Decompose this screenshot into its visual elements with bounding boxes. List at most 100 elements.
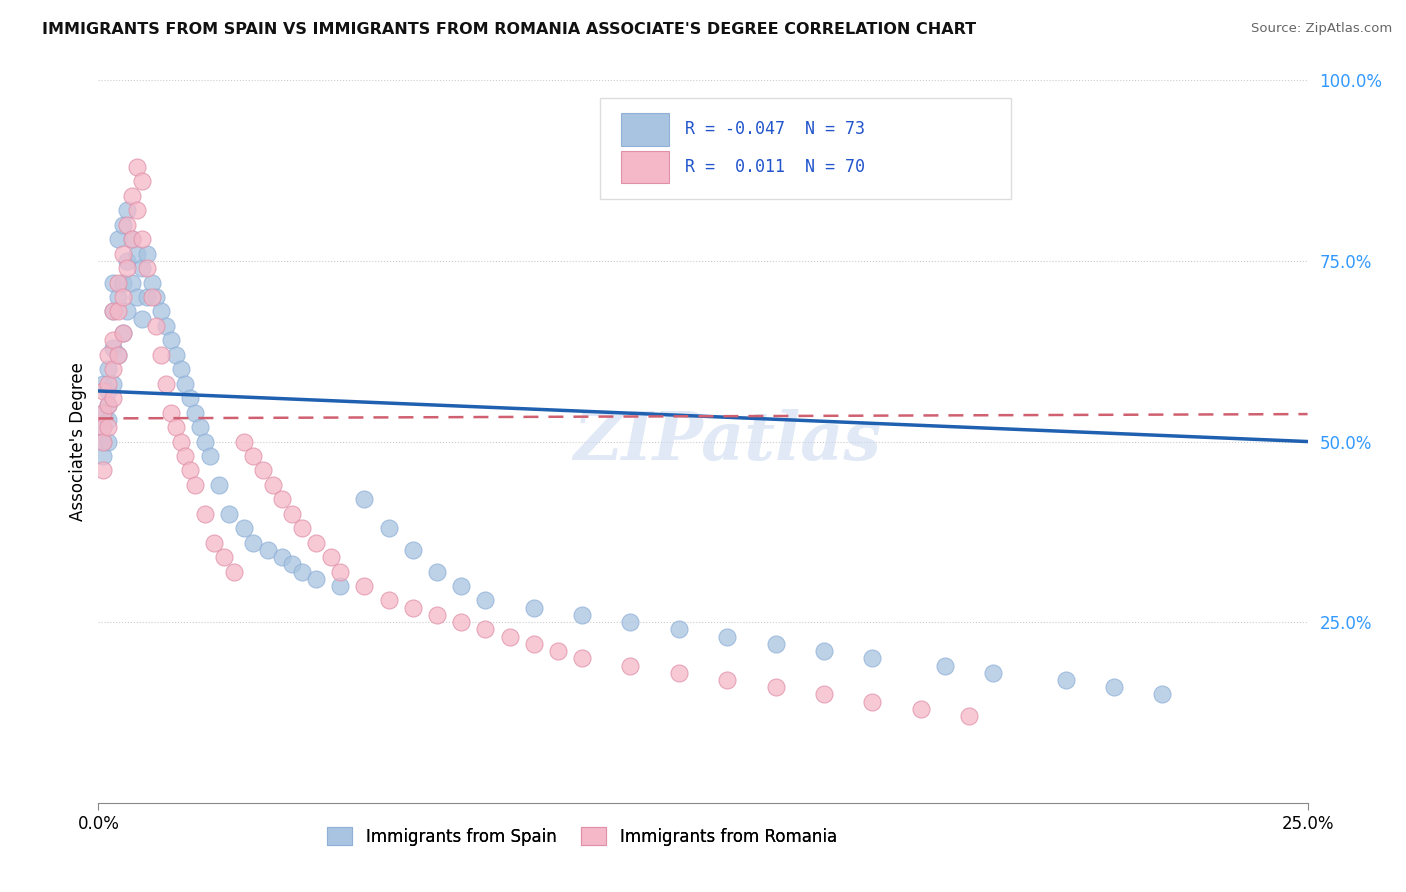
Point <box>765 680 787 694</box>
Point <box>101 341 124 355</box>
Point <box>169 362 191 376</box>
Point <box>101 304 124 318</box>
Point <box>107 304 129 318</box>
Point <box>155 318 177 333</box>
Point <box>155 376 177 391</box>
Point <box>402 600 425 615</box>
Point <box>131 232 153 246</box>
Point <box>668 665 690 680</box>
Point <box>97 362 120 376</box>
Point <box>91 449 114 463</box>
Point <box>450 615 472 630</box>
Point <box>97 376 120 391</box>
Point <box>910 702 932 716</box>
Point <box>91 420 114 434</box>
Point <box>135 246 157 260</box>
Point <box>198 449 221 463</box>
Point <box>212 550 235 565</box>
Point <box>160 334 183 348</box>
Text: IMMIGRANTS FROM SPAIN VS IMMIGRANTS FROM ROMANIA ASSOCIATE'S DEGREE CORRELATION : IMMIGRANTS FROM SPAIN VS IMMIGRANTS FROM… <box>42 22 976 37</box>
FancyBboxPatch shape <box>621 151 669 183</box>
Point <box>111 290 134 304</box>
Point <box>1054 673 1077 687</box>
Point <box>934 658 956 673</box>
Point <box>668 623 690 637</box>
Point <box>150 304 173 318</box>
Point <box>141 276 163 290</box>
Point <box>127 160 149 174</box>
Point <box>305 572 328 586</box>
Point <box>450 579 472 593</box>
FancyBboxPatch shape <box>600 98 1011 200</box>
Point <box>716 630 738 644</box>
Point <box>218 507 240 521</box>
Point <box>111 326 134 340</box>
Point <box>107 348 129 362</box>
Point <box>97 398 120 412</box>
Point <box>765 637 787 651</box>
Point <box>619 615 641 630</box>
Point <box>111 218 134 232</box>
Point <box>135 261 157 276</box>
Point <box>97 398 120 412</box>
Point <box>97 384 120 398</box>
Point <box>97 413 120 427</box>
Point <box>619 658 641 673</box>
Point <box>402 542 425 557</box>
Point <box>256 542 278 557</box>
Point <box>101 276 124 290</box>
Point <box>222 565 245 579</box>
Point <box>97 420 120 434</box>
Point <box>174 376 197 391</box>
Point <box>117 253 139 268</box>
Point <box>716 673 738 687</box>
Point <box>117 304 139 318</box>
Point <box>262 478 284 492</box>
Point <box>184 478 207 492</box>
Point <box>91 406 114 420</box>
Point <box>91 434 114 449</box>
Point <box>426 565 449 579</box>
Point <box>194 507 217 521</box>
Point <box>329 565 352 579</box>
Point <box>107 232 129 246</box>
Point <box>281 507 304 521</box>
Point <box>97 434 120 449</box>
Point <box>145 318 167 333</box>
Point <box>498 630 520 644</box>
Point <box>101 362 124 376</box>
Point <box>232 434 254 449</box>
Point <box>141 290 163 304</box>
Point <box>252 463 274 477</box>
Point <box>165 348 187 362</box>
Point <box>127 246 149 260</box>
FancyBboxPatch shape <box>621 113 669 145</box>
Point <box>127 203 149 218</box>
Point <box>111 326 134 340</box>
Point <box>150 348 173 362</box>
Point <box>117 261 139 276</box>
Point <box>169 434 191 449</box>
Point <box>305 535 328 549</box>
Point <box>547 644 569 658</box>
Point <box>91 376 114 391</box>
Point <box>165 420 187 434</box>
Point <box>571 651 593 665</box>
Point <box>353 579 375 593</box>
Point <box>121 189 143 203</box>
Point <box>290 565 312 579</box>
Text: ZIPatlas: ZIPatlas <box>574 409 882 474</box>
Point <box>121 232 143 246</box>
Point <box>290 521 312 535</box>
Point <box>174 449 197 463</box>
Point <box>242 535 264 549</box>
Point <box>194 434 217 449</box>
Point <box>208 478 231 492</box>
Point <box>184 406 207 420</box>
Point <box>426 607 449 622</box>
Point <box>232 521 254 535</box>
Point <box>281 558 304 572</box>
Point <box>107 276 129 290</box>
Point <box>474 593 496 607</box>
Point <box>101 376 124 391</box>
